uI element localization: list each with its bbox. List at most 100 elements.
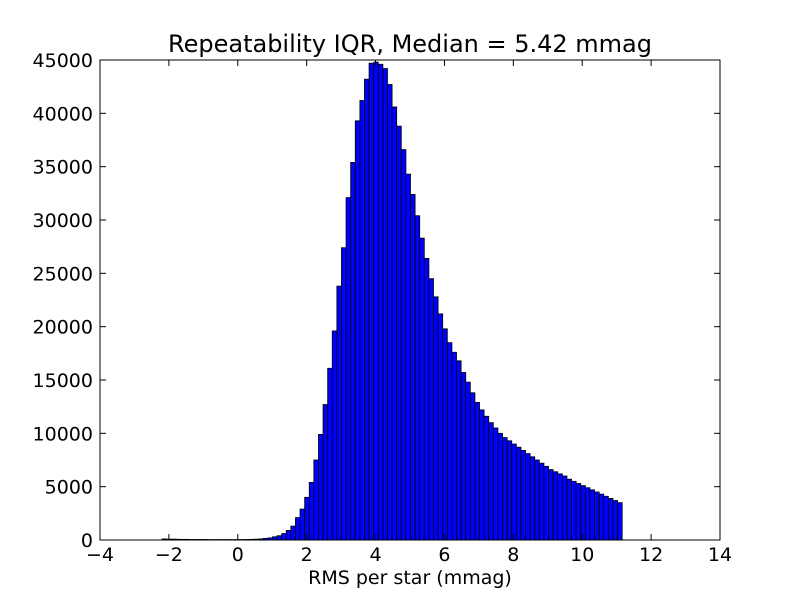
histogram-bar <box>584 487 591 541</box>
y-tick-label: 15000 <box>33 370 93 392</box>
histogram-bar <box>469 392 476 541</box>
histogram-bar <box>313 459 319 541</box>
histogram-bar <box>561 475 568 541</box>
y-tick-label: 10000 <box>33 423 93 445</box>
histogram-bar <box>410 193 416 541</box>
histogram-bar <box>506 440 513 541</box>
histogram-bar <box>414 215 421 541</box>
histogram-bar <box>285 530 292 541</box>
histogram-bar <box>382 68 388 541</box>
histogram-bar <box>511 443 517 541</box>
x-tick-label: 4 <box>370 544 382 566</box>
histogram-bar <box>474 401 480 541</box>
x-tick-label: 2 <box>301 544 313 566</box>
y-tick-label: 0 <box>81 530 93 552</box>
histogram-bar <box>373 61 379 541</box>
histogram-bar <box>396 125 402 541</box>
histogram-bar <box>391 106 398 541</box>
y-axis-ticks: 0 5000 10000 15000 20000 25000 30000 35000 40000… <box>33 50 720 552</box>
x-tick-label: −2 <box>155 544 183 566</box>
histogram-bar <box>543 465 549 541</box>
histogram-bar <box>299 508 306 541</box>
histogram-bar <box>387 84 393 541</box>
histogram-bar <box>612 500 618 541</box>
histogram-bar <box>465 381 471 541</box>
histogram-bar <box>281 533 287 541</box>
histogram-bar <box>308 481 315 541</box>
histogram-bars <box>161 61 623 541</box>
x-tick-label: 14 <box>708 544 732 566</box>
histogram-bar <box>377 63 384 541</box>
histogram-bar <box>580 485 586 541</box>
histogram-bar <box>589 489 595 541</box>
y-tick-label: 35000 <box>33 157 93 179</box>
histogram-bar <box>566 478 572 541</box>
histogram-bar <box>400 149 407 541</box>
histogram-bar <box>322 404 329 541</box>
x-tick-label: 10 <box>570 544 594 566</box>
chart-title: Repeatability IQR, Median = 5.42 mmag <box>168 30 652 58</box>
histogram-bar <box>345 197 352 541</box>
histogram-bar <box>428 278 434 541</box>
histogram-bar <box>552 471 559 541</box>
histogram-bar <box>433 296 439 541</box>
histogram-bar <box>359 100 365 541</box>
histogram-bar <box>350 161 356 541</box>
histogram-bar <box>534 459 540 541</box>
histogram-bar <box>525 453 531 541</box>
histogram-bar <box>502 437 508 541</box>
plot-frame <box>99 59 721 541</box>
y-tick-label: 45000 <box>33 50 93 72</box>
histogram-bar <box>594 491 600 541</box>
histogram-bar <box>437 313 444 541</box>
histogram-bar <box>497 432 503 541</box>
histogram-bar <box>405 173 411 541</box>
histogram-bar <box>520 449 526 541</box>
x-tick-label: −4 <box>86 544 114 566</box>
histogram-bar <box>548 469 554 541</box>
histogram-bar <box>575 483 582 541</box>
x-axis-ticks: −4 −2 0 2 4 6 8 10 12 14 <box>86 60 732 566</box>
histogram-bar <box>488 422 494 541</box>
x-tick-label: 8 <box>507 544 519 566</box>
y-tick-label: 25000 <box>33 263 93 285</box>
histogram-bar <box>419 237 425 541</box>
histogram-bar <box>368 62 375 541</box>
histogram-bar <box>617 502 623 541</box>
histogram-bar <box>492 427 499 541</box>
histogram-bar <box>479 409 485 541</box>
histogram-bar <box>276 535 283 541</box>
histogram-bar <box>290 525 296 541</box>
y-tick-label: 5000 <box>45 477 93 499</box>
histogram-bar <box>304 496 310 541</box>
histogram-bar <box>460 372 467 541</box>
histogram-bar <box>327 367 333 541</box>
histogram-bar <box>331 330 338 541</box>
histogram-bar <box>538 462 545 541</box>
x-tick-label: 6 <box>438 544 450 566</box>
histogram-bar <box>607 497 614 541</box>
histogram-bar <box>336 285 342 541</box>
histogram-bar <box>354 120 361 541</box>
histogram-bar <box>529 456 536 541</box>
histogram-bar <box>483 415 490 541</box>
y-tick-label: 30000 <box>33 210 93 232</box>
histogram-bar <box>423 257 430 541</box>
histogram-bar <box>515 446 522 541</box>
x-tick-label: 0 <box>232 544 244 566</box>
y-tick-label: 20000 <box>33 317 93 339</box>
histogram-bar <box>295 517 301 541</box>
y-tick-label: 40000 <box>33 103 93 125</box>
histogram-bar <box>446 342 453 541</box>
histogram-bar <box>364 78 370 541</box>
histogram-bar <box>451 351 457 541</box>
histogram-bar <box>456 360 462 541</box>
histogram-bar <box>571 480 577 541</box>
histogram-bar <box>557 473 563 541</box>
x-axis-label: RMS per star (mmag) <box>308 567 512 589</box>
histogram-bar <box>341 247 347 541</box>
histogram-bar <box>598 493 605 541</box>
x-tick-label: 12 <box>639 544 663 566</box>
histogram-bar <box>603 495 609 541</box>
